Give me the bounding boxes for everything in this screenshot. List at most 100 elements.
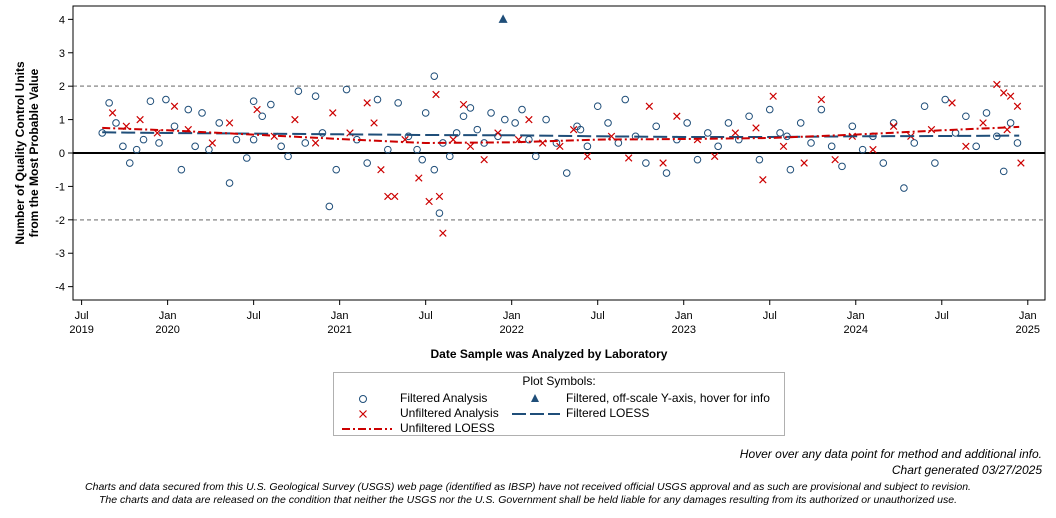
x-tick-month: Jan: [159, 310, 177, 322]
x-tick-month: Jan: [675, 310, 693, 322]
y-tick-label: -3: [55, 248, 65, 260]
filtered-point: [146, 97, 155, 106]
unfiltered-point: [999, 89, 1008, 97]
y-axis-title-line: from the Most Probable Value: [27, 68, 41, 237]
disclaimer-line-2: The charts and data are released on the …: [99, 494, 957, 506]
unfiltered-point: [311, 139, 320, 147]
unfiltered-point: [569, 125, 578, 134]
filtered-point: [931, 159, 939, 167]
filtered-point: [796, 119, 805, 127]
unfiltered-point: [673, 112, 681, 120]
unfiltered-point: [556, 142, 564, 151]
filtered-point: [162, 95, 170, 104]
filtered-point: [155, 139, 163, 147]
legend: Plot Symbols: Filtered Analysis Filtered…: [333, 372, 785, 436]
unfiltered-point: [800, 159, 808, 167]
disclaimer-line-1: Charts and data secured from this U.S. G…: [85, 481, 971, 493]
filtered-point: [765, 105, 774, 114]
filtered-point: [652, 122, 661, 131]
filtered-point: [583, 142, 592, 151]
filtered-point: [786, 165, 795, 174]
unfiltered-point: [659, 159, 667, 167]
hover-note: Hover over any data point for method and…: [739, 447, 1042, 461]
filtered-point: [642, 159, 650, 167]
y-tick-label: 4: [59, 14, 65, 26]
unfiltered-point: [607, 132, 616, 141]
filtered-point: [311, 92, 320, 101]
unfiltered-point: [208, 139, 217, 147]
filtered-point: [593, 102, 602, 111]
unfiltered-point: [1017, 159, 1025, 167]
legend-label-filtered-loess: Filtered LOESS: [566, 406, 650, 420]
filtered-point: [941, 95, 950, 104]
y-tick-label: -2: [55, 215, 65, 227]
filtered-point: [745, 112, 753, 121]
filtered-point: [170, 122, 179, 131]
filtered-point: [683, 119, 691, 127]
filtered-point: [119, 142, 127, 151]
x-tick-year: 2022: [499, 324, 523, 336]
unfiltered-point: [370, 119, 378, 127]
unfiltered-point: [1006, 92, 1015, 100]
y-tick-label: 0: [59, 148, 65, 160]
filtered-point: [562, 169, 571, 177]
x-axis-title: Date Sample was Analyzed by Laboratory: [431, 347, 668, 361]
filtered-point: [105, 99, 113, 107]
unfiltered-point: [459, 100, 468, 109]
filtered-point: [430, 165, 439, 174]
unfiltered-point: [831, 155, 839, 164]
x-tick-month: Jan: [1019, 310, 1037, 322]
filtered-point: [249, 97, 258, 106]
filtered-point: [972, 142, 980, 151]
x-tick-year: 2019: [69, 324, 93, 336]
filtered-point: [430, 72, 439, 80]
x-tick-year: 2020: [155, 324, 179, 336]
legend-label-unfiltered-analysis: Unfiltered Analysis: [400, 406, 499, 420]
filtered-point: [511, 119, 519, 127]
filtered-point: [435, 209, 444, 217]
long-dash-line-icon: [512, 413, 560, 415]
filtered-point: [621, 95, 630, 104]
unfiltered-point: [377, 165, 385, 174]
x-tick-month: Jan: [331, 310, 349, 322]
unfiltered-point: [979, 119, 987, 127]
y-tick-label: 1: [59, 115, 65, 127]
unfiltered-point: [136, 115, 144, 124]
filtered-point: [205, 145, 213, 154]
filtered-point: [384, 145, 392, 154]
filtered-point: [232, 135, 241, 144]
unfiltered-point: [108, 109, 117, 117]
x-tick-month: Jul: [935, 310, 949, 322]
unfiltered-point: [415, 174, 423, 182]
unfiltered-point: [225, 119, 234, 127]
x-tick-year: 2024: [844, 324, 868, 336]
unfiltered-point: [253, 105, 261, 114]
filtered-point: [184, 105, 193, 114]
x-tick-month: Jul: [247, 310, 261, 322]
x-tick-month: Jul: [75, 310, 89, 322]
x-tick-year: 2023: [671, 324, 695, 336]
filtered-point: [452, 129, 461, 137]
filtered-point: [342, 85, 351, 94]
filtered-point: [576, 125, 585, 134]
unfiltered-point: [425, 197, 433, 206]
x-tick-year: 2025: [1016, 324, 1040, 336]
filtered-point: [776, 129, 784, 137]
disclaimer: Charts and data secured from this U.S. G…: [0, 481, 1056, 507]
filtered-point: [662, 169, 671, 177]
x-marker-icon: [359, 410, 367, 418]
filtered-point: [817, 105, 826, 114]
filtered-point: [284, 152, 292, 161]
filtered-point: [848, 122, 857, 131]
filtered-point: [962, 112, 970, 121]
filtered-point: [198, 109, 206, 117]
filtered-point: [858, 145, 867, 154]
unfiltered-point: [993, 80, 1001, 89]
filtered-point: [215, 119, 224, 127]
filtered-point: [191, 142, 199, 151]
unfiltered-point: [624, 154, 633, 162]
filtered-point: [518, 105, 526, 114]
filtered-point: [755, 155, 764, 164]
unfiltered-point: [779, 142, 788, 151]
filtered-point: [910, 139, 919, 147]
